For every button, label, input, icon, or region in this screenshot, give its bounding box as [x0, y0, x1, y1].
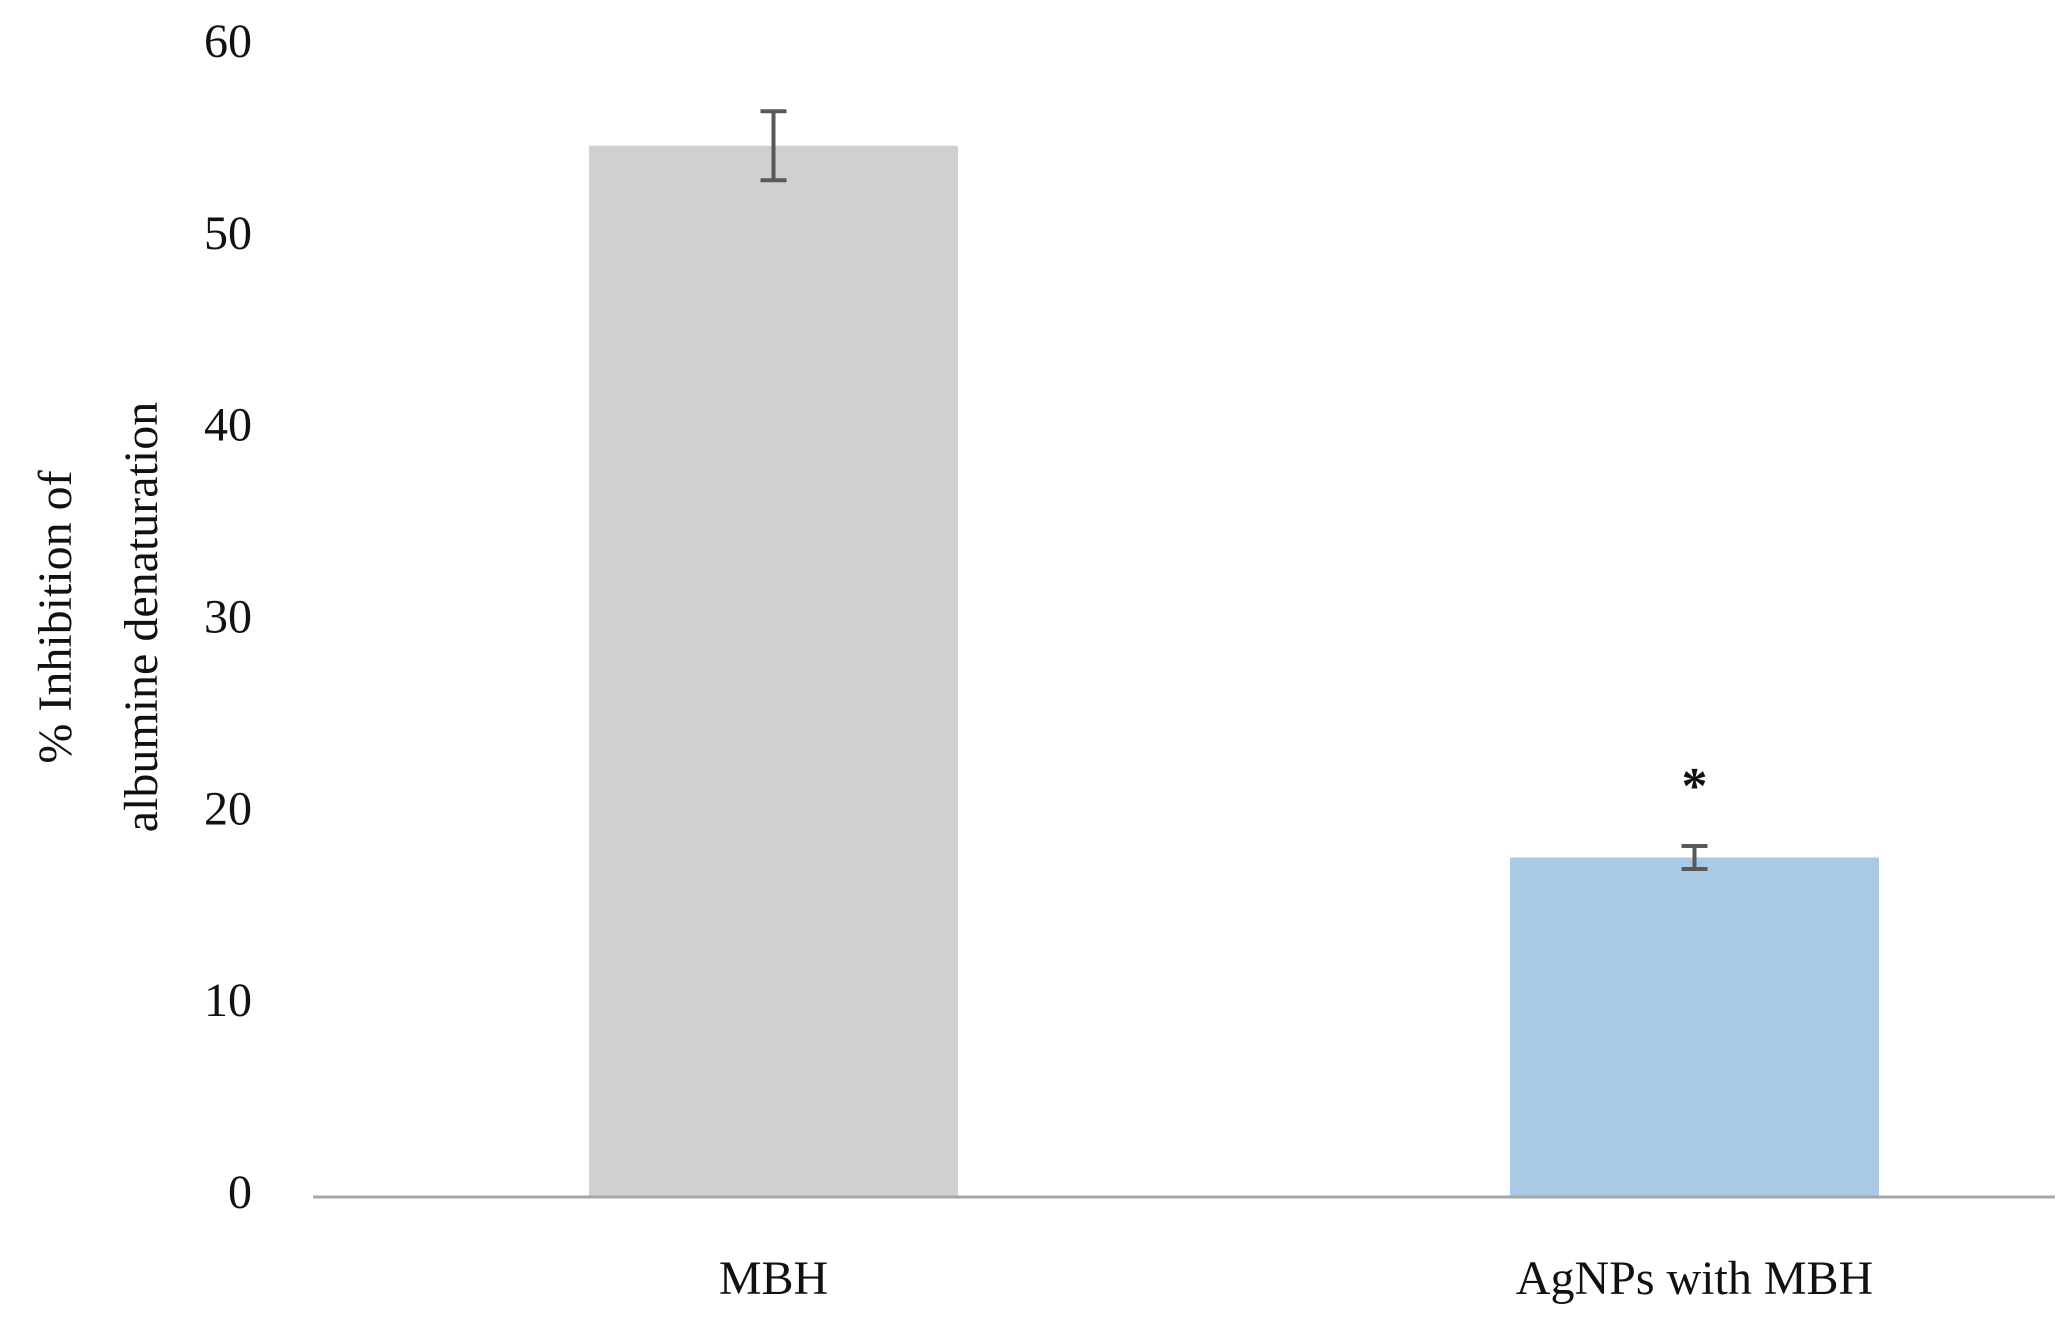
y-axis-label: % Inhibition of — [29, 470, 82, 763]
y-tick-label: 10 — [204, 974, 252, 1027]
x-tick-label: AgNPs with MBH — [1516, 1252, 1873, 1305]
y-tick-label: 0 — [228, 1166, 252, 1219]
y-tick-label: 60 — [204, 15, 252, 68]
y-tick-label: 30 — [204, 591, 252, 644]
annotation: * — [1682, 758, 1708, 815]
y-tick-label: 40 — [204, 399, 252, 452]
bar — [1510, 857, 1879, 1197]
y-axis-label: albumine denaturation — [115, 402, 168, 833]
bar — [589, 145, 958, 1198]
x-tick-label: MBH — [719, 1252, 828, 1305]
y-tick-label: 20 — [204, 782, 252, 835]
y-tick-label: 50 — [204, 207, 252, 260]
